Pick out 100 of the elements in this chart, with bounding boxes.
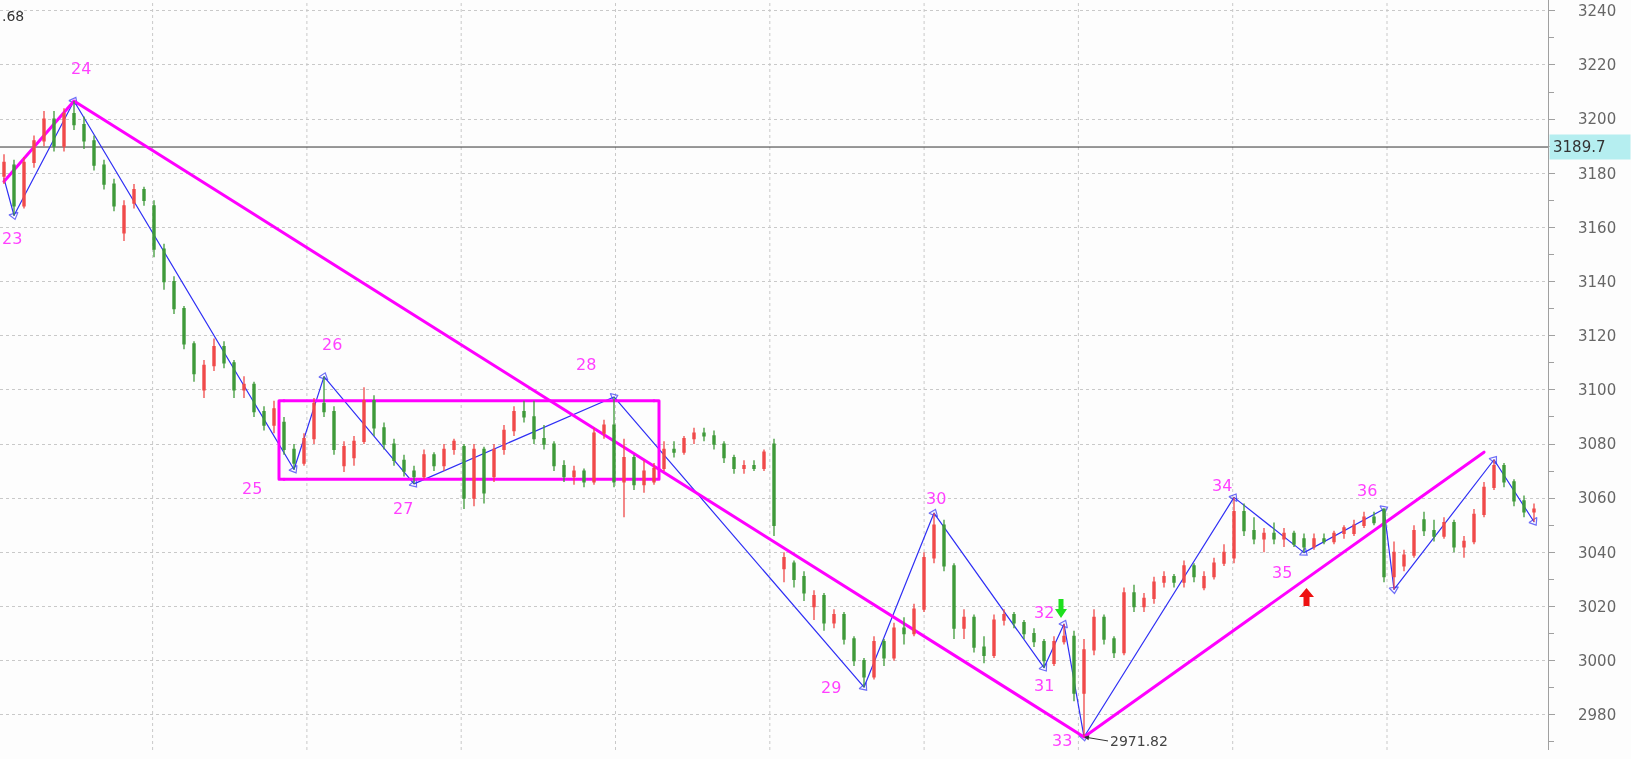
annotation: 23 [2, 229, 23, 248]
candlestick [192, 340, 196, 383]
candlestick [1092, 608, 1096, 656]
y-tick-label: 3080 [1578, 435, 1617, 454]
y-tick-label: 3180 [1578, 164, 1617, 183]
candlestick [422, 448, 426, 480]
y-tick-label: 3220 [1578, 56, 1617, 75]
candlestick [52, 110, 56, 153]
candlestick [802, 570, 806, 602]
candlestick [1142, 592, 1146, 613]
candlestick [32, 134, 36, 169]
candlestick [242, 375, 246, 399]
candlestick [1242, 502, 1246, 537]
candlestick [1072, 630, 1076, 702]
candlestick [892, 622, 896, 662]
annotation: 2971.82 [1110, 733, 1168, 749]
candlestick [1282, 527, 1286, 548]
candlestick [582, 467, 586, 489]
candlestick [502, 424, 506, 456]
candlestick [492, 443, 496, 483]
point [8, 211, 19, 220]
candlestick [1172, 573, 1176, 589]
candlestick [382, 421, 386, 451]
candlestick [482, 446, 486, 505]
candlestick [442, 443, 446, 472]
candlestick [1262, 527, 1266, 553]
candlestick [852, 635, 856, 667]
candlestick [1122, 586, 1126, 656]
candlestick [92, 134, 96, 172]
candlestick [132, 183, 136, 210]
candlestick [1162, 570, 1166, 589]
point [1388, 586, 1399, 595]
candlestick [1022, 619, 1026, 640]
candlestick [1352, 519, 1356, 537]
candlestick [1442, 516, 1446, 540]
point [318, 372, 329, 381]
candlestick [692, 427, 696, 445]
candlestick [542, 424, 546, 451]
candlestick [222, 340, 226, 369]
point [1298, 547, 1308, 556]
candlestick [82, 115, 86, 150]
candlestick [952, 562, 956, 640]
candlestick [602, 419, 606, 440]
y-tick-label: 3140 [1578, 272, 1617, 291]
candlestick [612, 396, 616, 489]
point [928, 508, 939, 518]
candlestick [162, 243, 166, 291]
annotation: 32 [1034, 603, 1055, 622]
candlestick [782, 551, 786, 583]
candlestick [1412, 524, 1416, 559]
annotation: 30 [926, 489, 947, 508]
candlestick [982, 635, 986, 665]
candlestick [772, 437, 776, 537]
candlestick [1512, 478, 1516, 507]
candlestick [362, 386, 366, 445]
candlestick [942, 519, 946, 572]
candlestick [322, 375, 326, 418]
ref-line-label: 3189.7 [1553, 138, 1606, 156]
candlestick [12, 159, 16, 217]
candlestick [72, 100, 76, 131]
candlestick [1452, 519, 1456, 553]
candlestick [1362, 511, 1366, 529]
candlestick [302, 432, 306, 467]
candlestick [1292, 530, 1296, 548]
candlestick [552, 440, 556, 472]
candlestick [342, 440, 346, 473]
annotation: 26 [322, 335, 343, 354]
candlestick [1462, 535, 1466, 559]
candlestick [992, 613, 996, 659]
candlestick [1182, 559, 1186, 589]
candlestick [532, 400, 536, 445]
candlestick [732, 454, 736, 475]
candlestick [1012, 611, 1016, 629]
y-tick-label: 3240 [1578, 2, 1617, 21]
candlestick [922, 551, 926, 613]
candlestick [1102, 613, 1106, 646]
candlestick [672, 440, 676, 459]
candlestick [1322, 532, 1326, 545]
annotation: 35 [1272, 563, 1293, 582]
candlestick [1482, 481, 1486, 518]
candlestick [752, 459, 756, 472]
candlestick [742, 459, 746, 475]
y-tick-label: 2980 [1578, 706, 1617, 725]
annotation: 31 [1034, 676, 1055, 695]
candlestick [572, 465, 576, 486]
candlestick [902, 616, 906, 646]
candlestick [702, 427, 706, 442]
point [1488, 455, 1498, 465]
candlestick [402, 454, 406, 478]
candlestick [1132, 584, 1136, 613]
point [1528, 516, 1538, 526]
candlestick [932, 512, 936, 564]
y-tick-label: 3000 [1578, 651, 1617, 670]
y-tick-label: 3060 [1578, 489, 1617, 508]
candlestick [262, 405, 266, 432]
candlestick [1392, 540, 1396, 591]
candlestick [1432, 519, 1436, 543]
candlestick [632, 454, 636, 491]
candlestick [1522, 494, 1526, 518]
candlestick [962, 608, 966, 640]
